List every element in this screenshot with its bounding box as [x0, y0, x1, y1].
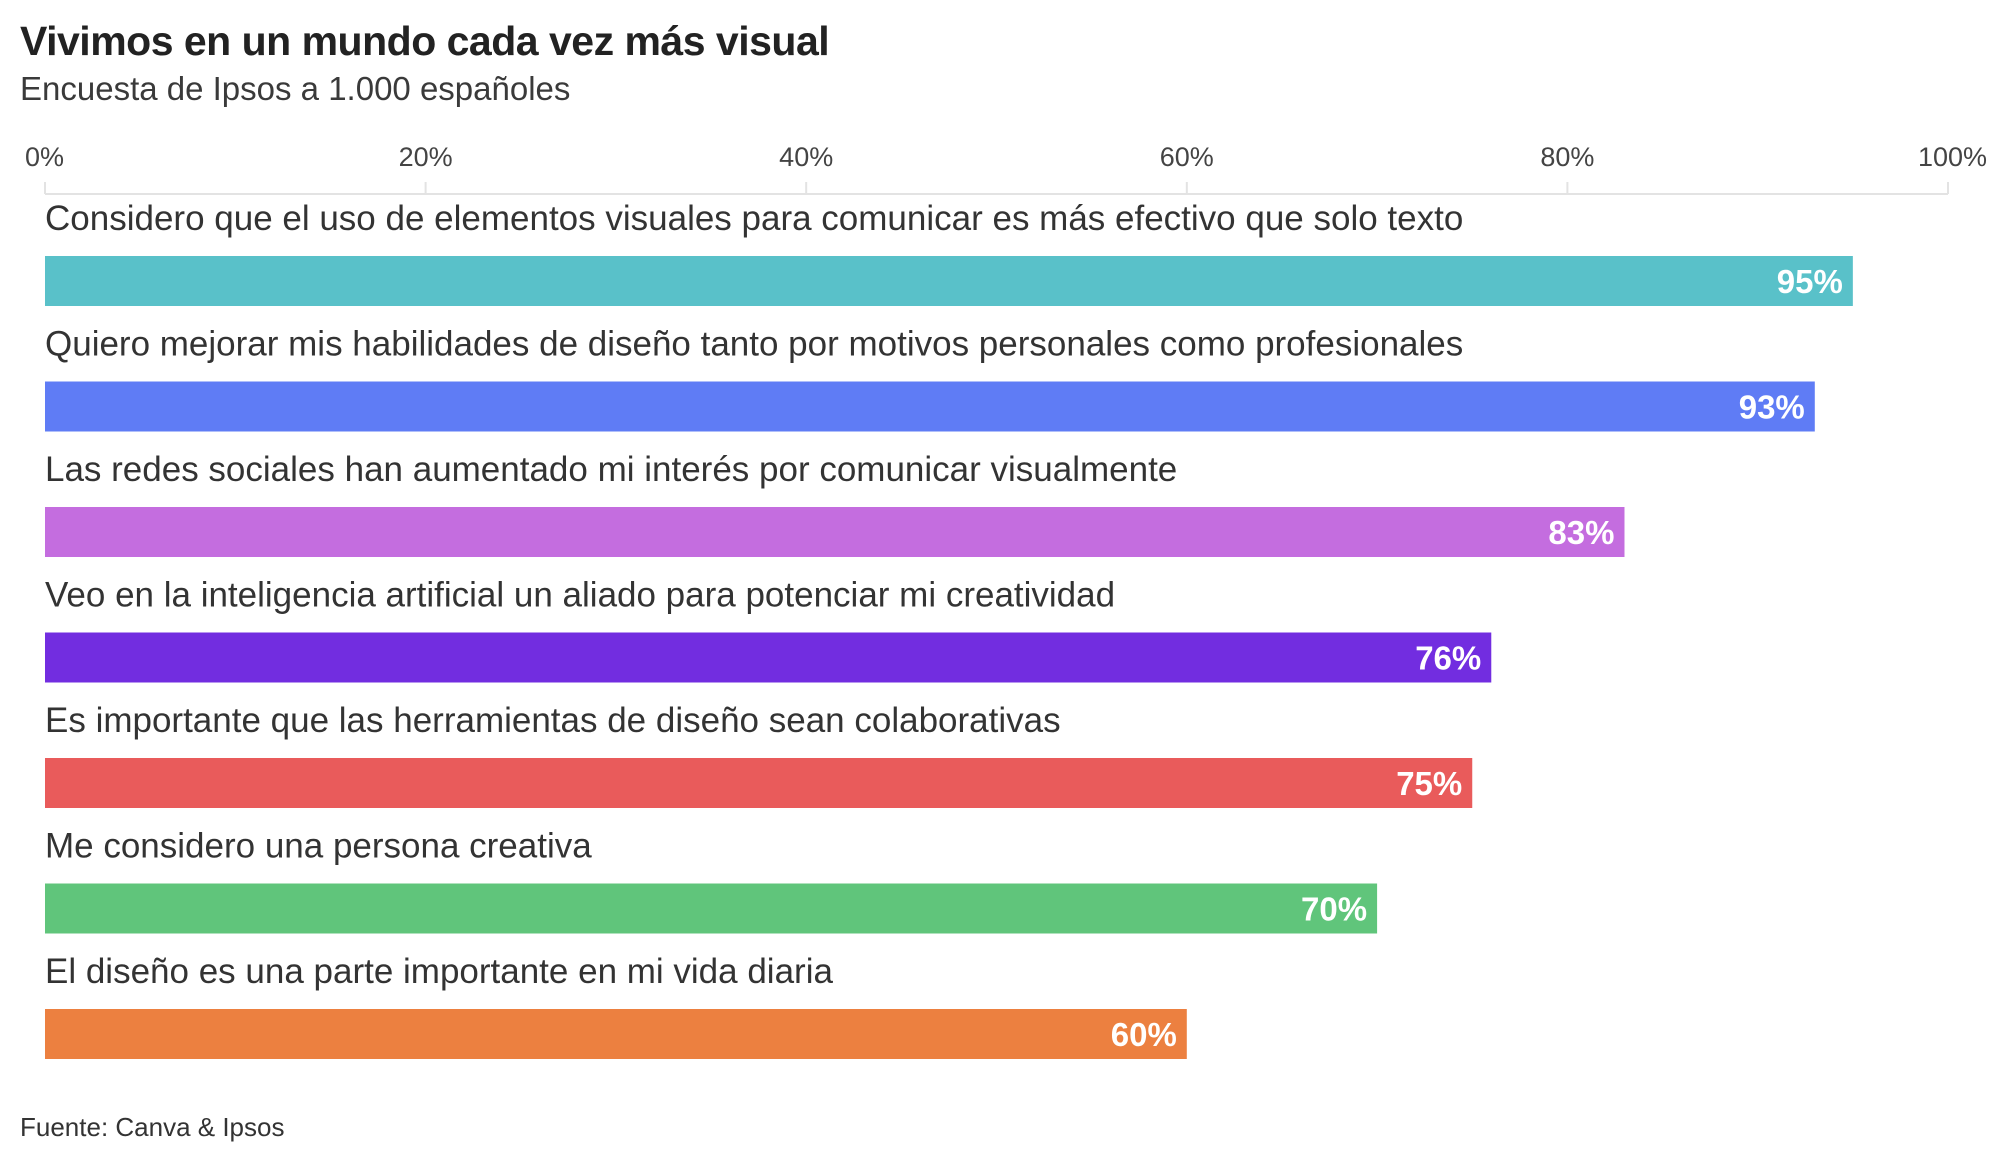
category-label: Veo en la inteligencia artificial un ali… — [45, 576, 1115, 615]
bar-value-label: 95% — [1777, 263, 1843, 300]
source-note: Fuente: Canva & Ipsos — [20, 1112, 285, 1142]
x-tick-label: 60% — [1160, 142, 1214, 172]
category-label: Considero que el uso de elementos visual… — [45, 199, 1463, 238]
x-tick-label: 80% — [1540, 142, 1594, 172]
x-tick-label: 0% — [25, 142, 64, 172]
bar-value-label: 93% — [1739, 389, 1805, 426]
bar — [45, 883, 1378, 934]
category-label: Me considero una persona creativa — [45, 827, 592, 866]
chart-subtitle: Encuesta de Ipsos a 1.000 españoles — [20, 70, 571, 107]
bar — [45, 256, 1853, 306]
bar-value-label: 60% — [1111, 1016, 1177, 1053]
bar-value-label: 76% — [1415, 640, 1481, 677]
bar-value-label: 83% — [1548, 514, 1614, 551]
x-tick-label: 20% — [399, 142, 453, 172]
bar-value-label: 75% — [1396, 765, 1462, 802]
bar — [45, 758, 1473, 808]
bar — [45, 381, 1815, 432]
category-label: Las redes sociales han aumentado mi inte… — [45, 450, 1177, 489]
x-tick-label: 40% — [779, 142, 833, 172]
category-label: Es importante que las herramientas de di… — [45, 701, 1061, 740]
x-tick-label: 100% — [1918, 142, 1987, 172]
chart-title: Vivimos en un mundo cada vez más visual — [20, 18, 830, 64]
category-label: El diseño es una parte importante en mi … — [45, 952, 833, 991]
bar-value-label: 70% — [1301, 891, 1367, 928]
bar — [45, 507, 1625, 557]
bar — [45, 1009, 1187, 1059]
bar-chart: 0% 20% 40% 60% 80% 100% Considero que el uso d… — [25, 142, 1987, 1059]
bar — [45, 632, 1492, 683]
category-label: Quiero mejorar mis habilidades de diseño… — [45, 325, 1463, 364]
